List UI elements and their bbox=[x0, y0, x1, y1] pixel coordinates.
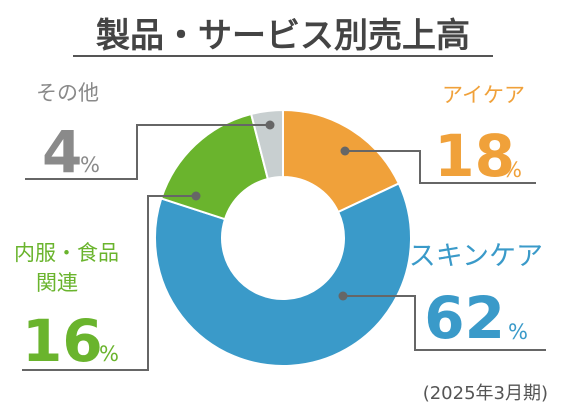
value-eyecare: 18 bbox=[434, 122, 515, 190]
value-internal: 16 bbox=[22, 307, 103, 375]
value-other: 4 bbox=[42, 118, 82, 186]
leader-lines bbox=[22, 120, 546, 371]
unit-eyecare: % bbox=[502, 158, 522, 182]
unit-skincare: % bbox=[508, 320, 528, 344]
donut-slices bbox=[154, 108, 412, 367]
label-internal-1: 内服・食品 bbox=[14, 241, 119, 265]
period-note: (2025年3月期) bbox=[423, 383, 548, 404]
label-eyecare: アイケア bbox=[442, 83, 525, 107]
leader-skincare bbox=[343, 295, 546, 351]
leader-other bbox=[25, 124, 270, 180]
slice-skincare bbox=[154, 182, 412, 367]
value-skincare: 62 bbox=[424, 284, 505, 352]
leader-other-dot bbox=[265, 120, 275, 130]
leader-internal bbox=[22, 195, 196, 371]
leader-internal-dot bbox=[191, 191, 201, 201]
chart-title: 製品・サービス別売上高 bbox=[96, 16, 470, 56]
leader-eyecare bbox=[345, 150, 536, 184]
unit-other: % bbox=[80, 153, 100, 177]
label-skincare: スキンケア bbox=[409, 241, 543, 272]
leader-skincare-dot bbox=[338, 291, 348, 301]
label-internal-2: 関連 bbox=[36, 271, 78, 295]
leader-eyecare-dot bbox=[340, 146, 350, 156]
label-other: その他 bbox=[36, 81, 99, 105]
donut-hole bbox=[222, 177, 344, 299]
unit-internal: % bbox=[99, 342, 119, 366]
